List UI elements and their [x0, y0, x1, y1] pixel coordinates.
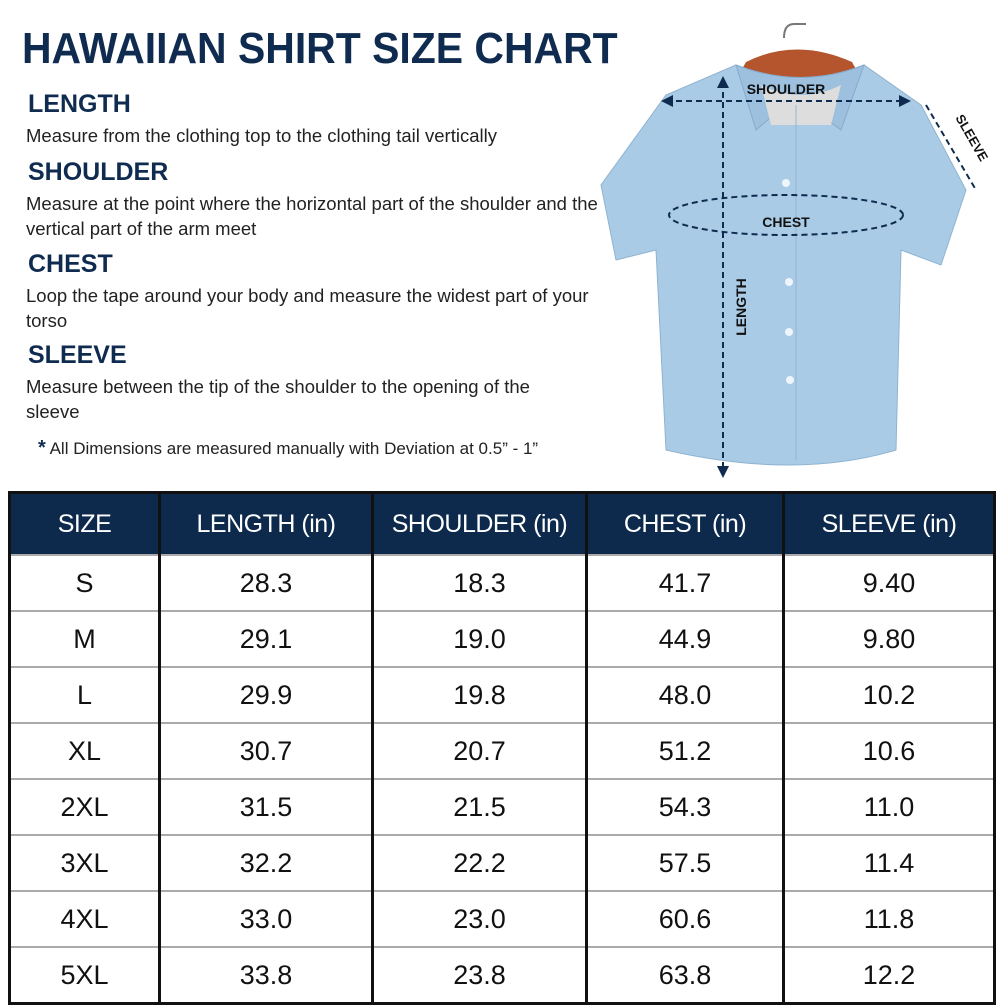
cell-size: 2XL: [9, 778, 160, 835]
sleeve-heading: SLEEVE: [28, 341, 127, 369]
cell-sleeve: 11.8: [782, 890, 995, 947]
chest-heading: CHEST: [28, 250, 113, 278]
cell-length: 29.1: [158, 610, 373, 667]
length-heading: LENGTH: [28, 90, 131, 118]
cell-sleeve: 11.4: [782, 834, 995, 891]
cell-sleeve: 10.6: [782, 722, 995, 779]
shoulder-heading: SHOULDER: [28, 158, 169, 186]
cell-size: XL: [9, 722, 160, 779]
table-row: M 29.1 19.0 44.9 9.80: [9, 610, 995, 667]
cell-chest: 51.2: [585, 722, 784, 779]
table-row: 3XL 32.2 22.2 57.5 11.4: [9, 834, 995, 891]
table-row: 4XL 33.0 23.0 60.6 11.8: [9, 890, 995, 947]
cell-sleeve: 9.80: [782, 610, 995, 667]
table-row: S 28.3 18.3 41.7 9.40: [9, 554, 995, 611]
page-title: HAWAIIAN SHIRT SIZE CHART: [22, 24, 618, 73]
table-row: 2XL 31.5 21.5 54.3 11.0: [9, 778, 995, 835]
size-table: SIZE LENGTH (in) SHOULDER (in) CHEST (in…: [8, 491, 996, 1005]
header-size: SIZE: [9, 492, 160, 555]
cell-shoulder: 19.0: [371, 610, 587, 667]
shirt-diagram: SHOULDER CHEST LENGTH SLEEVE: [600, 23, 992, 478]
cell-shoulder: 20.7: [371, 722, 587, 779]
sleeve-label: SLEEVE: [953, 112, 992, 164]
hanger: [736, 49, 862, 80]
header-length: LENGTH (in): [158, 492, 373, 555]
cell-chest: 63.8: [585, 946, 784, 1004]
table-row: 5XL 33.8 23.8 63.8 12.2: [9, 946, 995, 1004]
chest-label: CHEST: [762, 214, 810, 230]
cell-shoulder: 23.0: [371, 890, 587, 947]
cell-length: 30.7: [158, 722, 373, 779]
cell-sleeve: 12.2: [782, 946, 995, 1004]
cell-length: 28.3: [158, 554, 373, 611]
length-description: Measure from the clothing top to the clo…: [26, 125, 497, 146]
cell-size: 5XL: [9, 946, 160, 1004]
cell-length: 33.8: [158, 946, 373, 1004]
hanger-hook: [783, 23, 806, 39]
inner-collar: [761, 85, 841, 125]
header-sleeve: SLEEVE (in): [782, 492, 995, 555]
cell-sleeve: 9.40: [782, 554, 995, 611]
cell-size: M: [9, 610, 160, 667]
cell-chest: 54.3: [585, 778, 784, 835]
cell-length: 31.5: [158, 778, 373, 835]
table-row: L 29.9 19.8 48.0 10.2: [9, 666, 995, 723]
cell-shoulder: 23.8: [371, 946, 587, 1004]
cell-size: 3XL: [9, 834, 160, 891]
cell-size: 4XL: [9, 890, 160, 947]
table-row: XL 30.7 20.7 51.2 10.6: [9, 722, 995, 779]
length-label: LENGTH: [733, 278, 749, 336]
note-text: All Dimensions are measured manually wit…: [49, 439, 539, 458]
sleeve-description: Measure between the tip of the shoulder …: [26, 376, 530, 422]
table-header-row: SIZE LENGTH (in) SHOULDER (in) CHEST (in…: [9, 492, 995, 555]
cell-chest: 44.9: [585, 610, 784, 667]
cell-sleeve: 10.2: [782, 666, 995, 723]
cell-shoulder: 22.2: [371, 834, 587, 891]
cell-length: 29.9: [158, 666, 373, 723]
cell-chest: 48.0: [585, 666, 784, 723]
asterisk-icon: *: [38, 437, 46, 459]
cell-chest: 57.5: [585, 834, 784, 891]
cell-length: 32.2: [158, 834, 373, 891]
cell-sleeve: 11.0: [782, 778, 995, 835]
chest-description: Loop the tape around your body and measu…: [26, 285, 589, 331]
cell-shoulder: 19.8: [371, 666, 587, 723]
header-chest: CHEST (in): [585, 492, 784, 555]
cell-shoulder: 21.5: [371, 778, 587, 835]
cell-length: 33.0: [158, 890, 373, 947]
shoulder-description: Measure at the point where the horizonta…: [26, 193, 598, 239]
buttons: [782, 179, 794, 384]
deviation-note: * All Dimensions are measured manually w…: [38, 437, 538, 460]
cell-shoulder: 18.3: [371, 554, 587, 611]
header-shoulder: SHOULDER (in): [371, 492, 587, 555]
cell-chest: 41.7: [585, 554, 784, 611]
shoulder-label: SHOULDER: [747, 81, 826, 97]
cell-chest: 60.6: [585, 890, 784, 947]
cell-size: L: [9, 666, 160, 723]
cell-size: S: [9, 554, 160, 611]
